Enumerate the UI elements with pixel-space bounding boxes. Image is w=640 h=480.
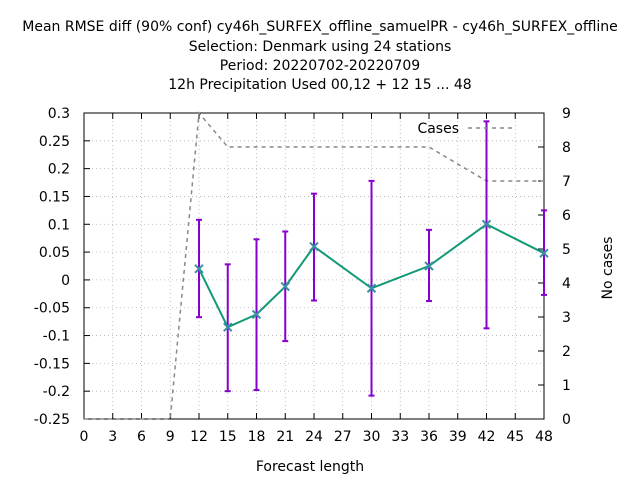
cases-series xyxy=(84,111,544,420)
x-tick-label: 33 xyxy=(391,429,409,445)
y-tick-label: 0.1 xyxy=(48,217,70,233)
y-tick-label: -0.25 xyxy=(34,412,70,428)
mean-point xyxy=(539,248,549,258)
y-tick-label: 0.25 xyxy=(39,134,70,150)
x-tick-label: 42 xyxy=(478,429,496,445)
y2-tick-label: 9 xyxy=(562,106,571,122)
y-axis: -0.25 -0.2 -0.15 -0.1 -0.05 0 0.05 0.1 0.15 0.2 0.… xyxy=(34,106,90,428)
y2-tick-label: 6 xyxy=(562,208,571,224)
title-line-4: 12h Precipitation Used 00,12 + 12 15 ...… xyxy=(168,77,471,93)
x-axis-label: Forecast length xyxy=(256,459,364,475)
y-tick-label: 0.2 xyxy=(48,162,70,178)
y2-tick-label: 2 xyxy=(562,344,571,360)
x-tick-label: 9 xyxy=(166,429,175,445)
x-axis: 0 3 6 9 12 15 18 21 24 27 30 33 36 39 42 45 48 xyxy=(80,113,553,445)
cases-line xyxy=(84,111,544,420)
legend: Cases xyxy=(417,121,516,137)
y2-tick-label: 8 xyxy=(562,140,571,156)
y-tick-label: 0 xyxy=(61,273,70,289)
y2-tick-label: 5 xyxy=(562,242,571,258)
x-tick-label: 0 xyxy=(80,429,89,445)
mean-point xyxy=(481,219,492,229)
y-tick-label: -0.2 xyxy=(43,384,70,400)
chart-title: Mean RMSE diff (90% conf) cy46h_SURFEX_o… xyxy=(22,19,617,93)
title-line-3: Period: 20220702-20220709 xyxy=(220,58,420,74)
x-tick-label: 21 xyxy=(276,429,294,445)
x-tick-label: 27 xyxy=(334,429,352,445)
x-tick-label: 48 xyxy=(535,429,553,445)
y2-axis-label: No cases xyxy=(600,237,616,300)
mean-point xyxy=(223,322,233,332)
y2-tick-label: 0 xyxy=(562,412,571,428)
mean-point xyxy=(309,241,319,252)
y-tick-label: 0.3 xyxy=(48,106,70,122)
legend-label-cases: Cases xyxy=(417,121,459,137)
x-tick-label: 15 xyxy=(219,429,237,445)
y2-tick-label: 3 xyxy=(562,310,571,326)
mean-point xyxy=(424,261,434,271)
x-tick-label: 18 xyxy=(248,429,266,445)
x-tick-label: 39 xyxy=(449,429,467,445)
mean-point xyxy=(366,283,377,293)
x-tick-label: 36 xyxy=(420,429,438,445)
y-tick-label: -0.05 xyxy=(34,301,70,317)
y2-tick-label: 7 xyxy=(562,174,571,190)
error-bars xyxy=(196,120,547,397)
y-tick-label: -0.1 xyxy=(43,329,70,345)
y-tick-label: -0.15 xyxy=(34,356,70,372)
y-tick-label: 0.15 xyxy=(39,189,70,205)
x-tick-label: 6 xyxy=(137,429,146,445)
mean-point xyxy=(280,281,290,292)
x-tick-label: 12 xyxy=(190,429,208,445)
x-tick-label: 30 xyxy=(363,429,381,445)
x-tick-label: 45 xyxy=(506,429,524,445)
mean-point xyxy=(251,309,262,320)
x-tick-label: 3 xyxy=(108,429,117,445)
y2-axis: 0 1 2 3 4 5 6 7 8 9 xyxy=(538,106,571,428)
y2-tick-label: 4 xyxy=(562,276,571,292)
mean-series xyxy=(194,219,549,332)
title-line-1: Mean RMSE diff (90% conf) cy46h_SURFEX_o… xyxy=(22,19,617,35)
y-tick-label: 0.05 xyxy=(39,245,70,261)
y2-tick-label: 1 xyxy=(562,378,571,394)
x-tick-label: 24 xyxy=(305,429,323,445)
mean-point xyxy=(194,264,204,274)
title-line-2: Selection: Denmark using 24 stations xyxy=(189,39,452,55)
